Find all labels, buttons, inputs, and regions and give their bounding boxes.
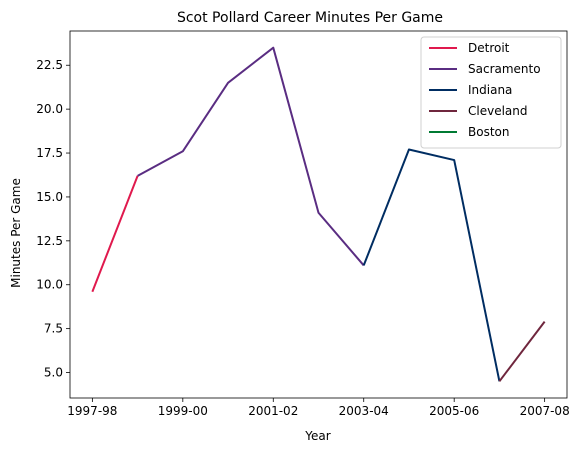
y-tick-label: 15.0 <box>36 190 63 204</box>
y-tick-label: 22.5 <box>36 58 63 72</box>
legend-label: Sacramento <box>468 62 541 76</box>
legend-label: Indiana <box>468 83 512 97</box>
y-tick-label: 17.5 <box>36 146 63 160</box>
series-line-detroit <box>91 175 139 293</box>
x-tick-label: 2001-02 <box>248 404 298 418</box>
x-tick-label: 1997-98 <box>67 404 117 418</box>
legend-box <box>420 36 562 149</box>
y-tick-label: 5.0 <box>44 366 63 380</box>
x-axis-label: Year <box>304 429 330 443</box>
plot-frame <box>69 30 568 399</box>
y-axis-label: Minutes Per Game <box>9 178 23 288</box>
legend-label: Boston <box>468 125 509 139</box>
y-tick-label: 20.0 <box>36 102 63 116</box>
series-line-cleveland <box>498 321 546 382</box>
x-tick-label: 1999-00 <box>158 404 208 418</box>
series-layer <box>91 46 546 382</box>
legend-label: Detroit <box>468 41 510 55</box>
y-tick-label: 12.5 <box>36 234 63 248</box>
legend: Detroit Sacramento Indiana Cleveland Boston <box>420 36 562 149</box>
y-axis: 5.0 7.5 10.0 12.5 15.0 17.5 20.0 22.5 <box>36 58 70 380</box>
y-tick-label: 10.0 <box>36 278 63 292</box>
chart-title: Scot Pollard Career Minutes Per Game <box>177 10 443 26</box>
x-tick-label: 2003-04 <box>339 404 389 418</box>
x-axis: 1997-98 1999-00 2001-02 2003-04 2005-06 2007-… <box>67 398 570 418</box>
x-tick-label: 2005-06 <box>429 404 479 418</box>
x-tick-label: 2007-08 <box>520 404 570 418</box>
legend-label: Cleveland <box>468 104 528 118</box>
series-line-sacramento <box>137 46 365 267</box>
y-tick-label: 7.5 <box>44 322 63 336</box>
plot-area <box>69 30 568 399</box>
series-line-indiana <box>362 148 501 382</box>
